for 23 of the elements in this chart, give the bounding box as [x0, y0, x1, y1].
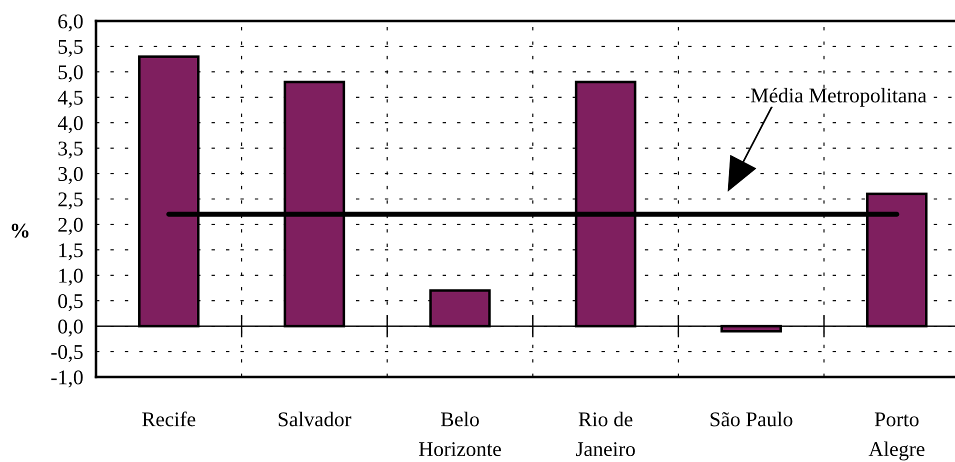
x-tick-label: Porto Alegre — [868, 412, 924, 460]
x-tick-label: Recife — [142, 412, 196, 426]
text: Média Metropolitana — [750, 88, 926, 107]
x-tick-label: Belo Horizonte — [418, 412, 501, 456]
y-tick-label: 1,5 — [59, 243, 83, 260]
y-tick-label: 4,0 — [58, 116, 83, 134]
y-tick-label: -1,0 — [51, 370, 83, 388]
y-tick-label: 5,5 — [58, 40, 83, 57]
y-tick-label: 4,5 — [58, 90, 83, 108]
y-tick-label: 2,0 — [58, 218, 83, 235]
x-tick-label: Salvador — [278, 412, 352, 426]
y-tick-label: 1,0 — [59, 268, 83, 286]
y-tick-label: 0,0 — [58, 320, 83, 337]
y-tick-label: 6,0 — [58, 14, 83, 32]
y-tick-label: 3,0 — [58, 166, 83, 184]
y-tick-label: -0,5 — [51, 344, 83, 362]
y-tick-label: 3,5 — [58, 142, 83, 159]
y-tick-label: 2,5 — [58, 192, 83, 210]
y-axis-title: % — [12, 224, 28, 238]
x-tick-label: Rio de Janeiro — [576, 412, 635, 456]
y-tick-label: 5,0 — [58, 65, 83, 82]
y-tick-label: 0,5 — [58, 294, 83, 312]
x-tick-label: São Paulo — [710, 412, 792, 426]
